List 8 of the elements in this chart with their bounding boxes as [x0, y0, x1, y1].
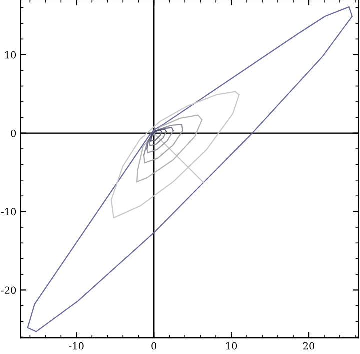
x-tick-label: 0 — [152, 342, 157, 350]
x-tick-label: 20 — [303, 342, 315, 350]
y-tick-label: -20 — [1, 286, 16, 294]
y-tick-label: 10 — [6, 51, 16, 59]
y-tick-label: -10 — [1, 208, 16, 216]
x-tick-label: -10 — [69, 342, 84, 350]
x-tick-label: 10 — [226, 342, 238, 350]
y-tick-label: 0 — [11, 130, 16, 138]
